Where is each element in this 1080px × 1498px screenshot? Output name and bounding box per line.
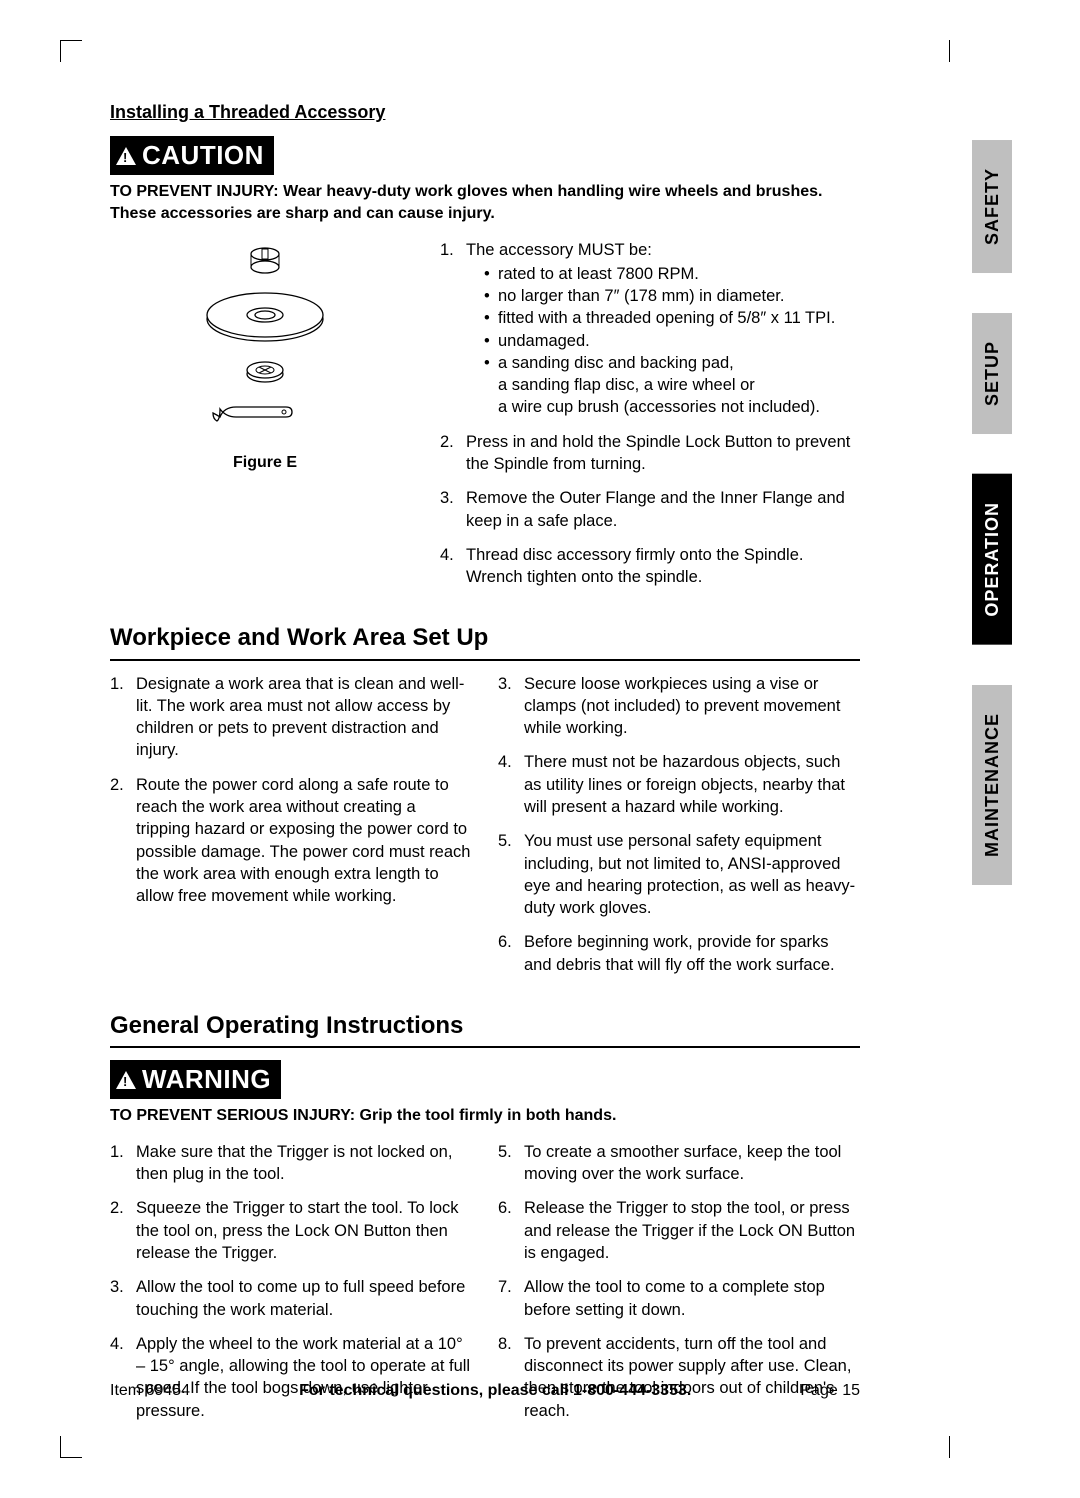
install-step-1-intro: The accessory MUST be:	[466, 241, 652, 259]
alert-triangle-icon	[116, 147, 136, 165]
op-step-7: 7.Allow the tool to come to a complete s…	[498, 1276, 860, 1321]
tab-safety: SAFETY	[972, 140, 1012, 273]
op-step-3: 3.Allow the tool to come up to full spee…	[110, 1276, 472, 1321]
section-subhead: Installing a Threaded Accessory	[110, 100, 860, 124]
caution-box: CAUTION	[110, 136, 274, 175]
page-footer: Item 69454 For technical questions, plea…	[110, 1380, 860, 1402]
alert-triangle-icon	[116, 1071, 136, 1089]
workarea-step-4: 4.There must not be hazardous objects, s…	[498, 751, 860, 818]
page-content: Installing a Threaded Accessory CAUTION …	[110, 100, 860, 1434]
workarea-step-6: 6.Before beginning work, provide for spa…	[498, 931, 860, 976]
install-bullet-2: no larger than 7″ (178 mm) in diameter.	[498, 285, 784, 307]
figure-caption: Figure E	[110, 452, 420, 474]
workarea-step-2: 2.Route the power cord along a safe rout…	[110, 774, 472, 908]
workarea-step-3: 3.Secure loose workpieces using a vise o…	[498, 673, 860, 740]
side-tabs: SAFETY SETUP OPERATION MAINTENANCE	[972, 140, 1012, 885]
warning-word: WARNING	[142, 1062, 271, 1097]
tab-operation: OPERATION	[972, 474, 1012, 645]
install-step-3: 3.Remove the Outer Flange and the Inner …	[440, 487, 860, 532]
footer-item-number: Item 69454	[110, 1380, 190, 1402]
crop-mark-bl	[60, 1436, 82, 1458]
tab-maintenance: MAINTENANCE	[972, 685, 1012, 885]
caution-word: CAUTION	[142, 138, 264, 173]
warning-text: TO PREVENT SERIOUS INJURY: Grip the tool…	[110, 1105, 860, 1127]
work-area-heading: Workpiece and Work Area Set Up	[110, 622, 860, 654]
op-step-1: 1.Make sure that the Trigger is not lock…	[110, 1141, 472, 1186]
install-bullet-1: rated to at least 7800 RPM.	[498, 263, 699, 285]
rule	[110, 659, 860, 661]
footer-support-phone: For technical questions, please call 1-8…	[299, 1380, 691, 1402]
crop-mark-tr	[947, 40, 950, 62]
install-bullet-5b: a sanding flap disc, a wire wheel or	[498, 376, 755, 394]
install-bullet-4: undamaged.	[498, 330, 590, 352]
crop-mark-tl	[60, 40, 82, 62]
install-step-4: 4.Thread disc accessory firmly onto the …	[440, 544, 860, 589]
op-step-5: 5.To create a smoother surface, keep the…	[498, 1141, 860, 1186]
caution-text: TO PREVENT INJURY: Wear heavy-duty work …	[110, 181, 860, 224]
workarea-step-1: 1.Designate a work area that is clean an…	[110, 673, 472, 762]
warning-box: WARNING	[110, 1060, 281, 1099]
figure-e-illustration	[185, 239, 345, 439]
workarea-step-5: 5.You must use personal safety equipment…	[498, 830, 860, 919]
crop-mark-br	[947, 1436, 950, 1458]
footer-page-number: Page 15	[800, 1380, 860, 1402]
op-step-4: 4.Apply the wheel to the work material a…	[110, 1333, 472, 1422]
install-step-2: 2.Press in and hold the Spindle Lock But…	[440, 431, 860, 476]
general-heading: General Operating Instructions	[110, 1010, 860, 1042]
install-bullet-3: fitted with a threaded opening of 5/8″ x…	[498, 307, 835, 329]
figure-e: Figure E	[110, 239, 420, 601]
rule-2	[110, 1046, 860, 1048]
install-bullet-5a: a sanding disc and backing pad,	[498, 354, 734, 372]
tab-setup: SETUP	[972, 313, 1012, 434]
op-step-6: 6.Release the Trigger to stop the tool, …	[498, 1197, 860, 1264]
install-bullet-5c: a wire cup brush (accessories not includ…	[498, 398, 820, 416]
install-step-1: 1. The accessory MUST be: •rated to at l…	[440, 239, 860, 419]
op-step-2: 2.Squeeze the Trigger to start the tool.…	[110, 1197, 472, 1264]
op-step-8: 8.To prevent accidents, turn off the too…	[498, 1333, 860, 1422]
